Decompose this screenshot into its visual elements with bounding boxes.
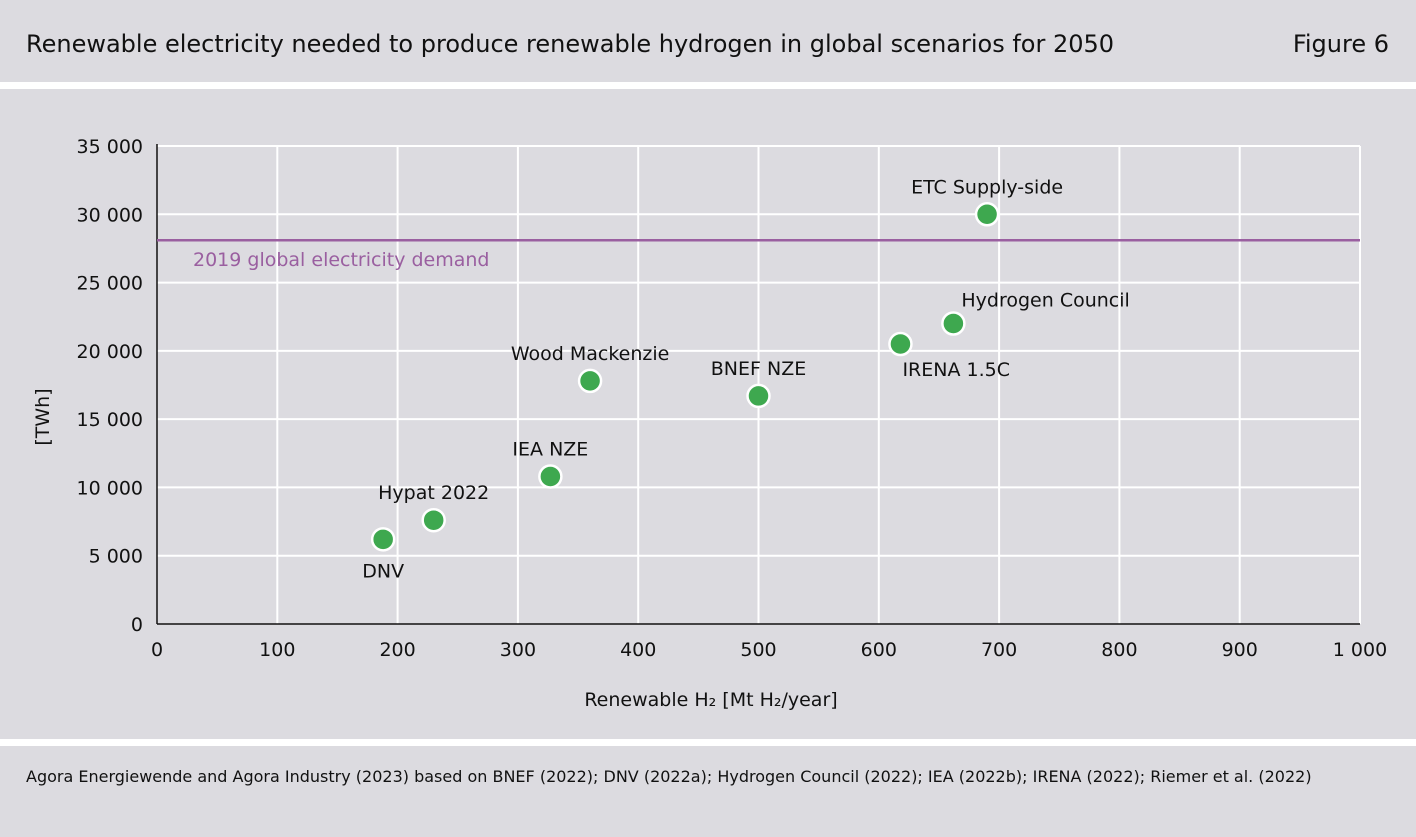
- y-tick-label: 30 000: [77, 204, 143, 226]
- page-title: Renewable electricity needed to produce …: [26, 30, 1115, 58]
- data-point: [941, 311, 966, 336]
- x-tick-label: 600: [861, 639, 897, 661]
- data-point: [538, 464, 563, 489]
- data-point-label: Wood Mackenzie: [511, 343, 670, 365]
- figure-label: Figure 6: [1292, 30, 1389, 58]
- x-tick-label: 300: [500, 639, 536, 661]
- y-axis-title: [TWh]: [32, 388, 54, 445]
- data-point-layer: DNV Hypat 2022 IEA NZE Wood Mackenzie BNEF N…: [362, 176, 1130, 582]
- data-point-label: BNEF NZE: [711, 358, 806, 380]
- y-tick-label: 20 000: [77, 341, 143, 363]
- chart-panel: 0 100 200 300 400 500 600 700 800 900 1 000 0 5 000 1…: [0, 89, 1416, 739]
- data-point: [888, 331, 913, 357]
- data-point-label: Hypat 2022: [378, 482, 489, 504]
- data-point: [577, 368, 603, 394]
- data-point-label: IRENA 1.5C: [902, 359, 1010, 381]
- x-tick-label: 800: [1101, 639, 1137, 661]
- y-tick-label: 25 000: [77, 273, 143, 295]
- y-tick-label: 15 000: [77, 409, 143, 431]
- x-tick-label: 400: [620, 639, 656, 661]
- axis-layer: 0 100 200 300 400 500 600 700 800 900 1 000 0 5 000 1…: [77, 136, 1388, 661]
- scatter-chart: 0 100 200 300 400 500 600 700 800 900 1 000 0 5 000 1…: [32, 136, 1388, 711]
- x-tick-label: 700: [981, 639, 1017, 661]
- reference-line-label: 2019 global electricity demand: [193, 249, 490, 271]
- y-tick-label: 35 000: [77, 136, 143, 158]
- data-point-label: IEA NZE: [512, 439, 588, 461]
- data-point: [974, 202, 1000, 227]
- y-tick-label: 0: [131, 614, 143, 636]
- x-axis-title: Renewable H₂ [Mt H₂/year]: [584, 689, 837, 711]
- data-point: [370, 527, 396, 552]
- grid-layer: [157, 145, 1361, 624]
- source-note: Agora Energiewende and Agora Industry (2…: [26, 767, 1312, 786]
- x-tick-label: 0: [151, 639, 163, 661]
- footer-bar: [0, 746, 1416, 837]
- x-tick-label: 500: [740, 639, 776, 661]
- data-point-label: DNV: [362, 560, 404, 582]
- y-tick-label: 10 000: [77, 477, 143, 499]
- reference-line-layer: 2019 global electricity demand: [157, 238, 1360, 271]
- data-point: [746, 383, 771, 409]
- x-tick-label: 1 000: [1333, 639, 1387, 661]
- y-tick-label: 5 000: [89, 546, 143, 568]
- x-tick-label: 100: [259, 639, 295, 661]
- data-point-label: ETC Supply-side: [911, 176, 1063, 198]
- header-bar: Renewable electricity needed to produce …: [0, 0, 1416, 82]
- x-tick-label: 200: [379, 639, 415, 661]
- data-point: [421, 507, 446, 533]
- data-point-label: Hydrogen Council: [961, 290, 1129, 312]
- x-tick-label: 900: [1222, 639, 1258, 661]
